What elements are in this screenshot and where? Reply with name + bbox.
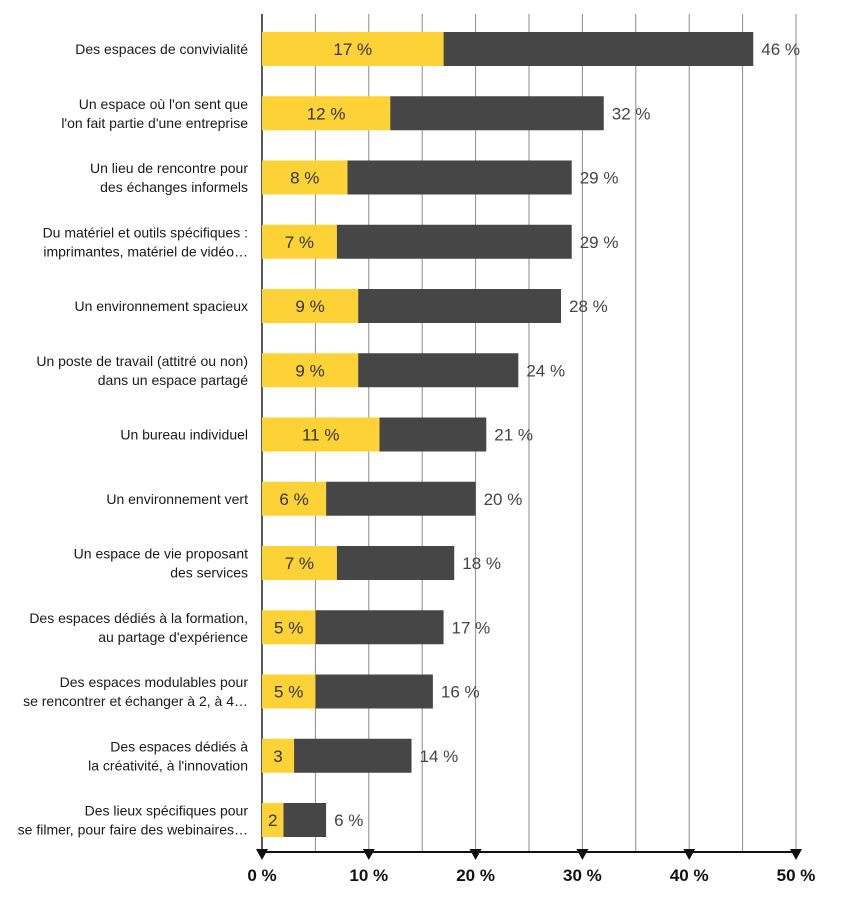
bar-inner-label: 8 %	[290, 169, 319, 188]
bar-segment-yellow	[262, 32, 444, 66]
bar-inner-label: 9 %	[295, 361, 324, 380]
bar-inner-label: 5 %	[274, 618, 303, 637]
bar-total	[379, 417, 487, 452]
x-axis: 0 % 10 % 20 % 30 % 40 % 50 %	[247, 849, 815, 885]
category-label: Un environnement spacieux	[74, 298, 248, 314]
bar-total-label: 14 %	[420, 747, 459, 766]
bar-total	[336, 546, 455, 580]
x-tick-label: 40 %	[670, 866, 709, 885]
bar-total	[358, 353, 519, 388]
bar-segment-yellow	[262, 674, 316, 709]
bar-total-label: 28 %	[569, 297, 608, 316]
bar-inner-label: 3	[273, 747, 282, 766]
bar-total	[336, 224, 572, 259]
bar-total-label: 29 %	[580, 169, 619, 188]
bar-total-label: 20 %	[484, 490, 523, 509]
category-label: Un poste de travail (attitré ou non) dans…	[36, 353, 248, 388]
bar-total	[390, 96, 604, 131]
category-label: Des espaces modulables pour se rencontrer…	[23, 674, 248, 709]
bar-segment-yellow	[262, 224, 337, 259]
bar-total-label: 21 %	[494, 426, 533, 445]
bar-segment-yellow	[262, 160, 348, 195]
bar-total	[326, 481, 476, 516]
category-label: Des espaces dédiés à la créativité, à l'i…	[88, 738, 248, 773]
bar-inner-label: 12 %	[307, 104, 346, 123]
bar-total-label: 17 %	[452, 618, 491, 637]
bar-total	[315, 610, 444, 645]
bar-inner-label: 6 %	[279, 490, 308, 509]
bar-total	[358, 289, 562, 323]
category-label: Un environnement vert	[106, 491, 248, 507]
bar-segment-yellow	[262, 546, 337, 580]
bar-total-label: 6 %	[334, 811, 363, 830]
category-label: Du matériel et outils spécifiques : impri…	[43, 224, 248, 259]
category-label: Des espaces dédiés à la formation, au par…	[29, 610, 248, 645]
x-tick-label: 30 %	[563, 866, 602, 885]
category-label: Un lieu de rencontre pour des échanges in…	[90, 160, 248, 195]
x-tick-label: 0 %	[247, 866, 276, 885]
category-labels: Des espaces de convivialité Un espace où …	[18, 41, 249, 838]
bar-total-label: 24 %	[526, 361, 565, 380]
bar-total-label: 18 %	[462, 554, 501, 573]
category-label: Des lieux spécifiques pour se filmer, pou…	[18, 803, 249, 838]
x-tick-label: 50 %	[777, 866, 816, 885]
bar-segment-yellow	[262, 610, 316, 645]
bar-segment-yellow	[262, 353, 359, 388]
bar-segment-yellow	[262, 481, 327, 516]
bar-inner-label: 7 %	[285, 233, 314, 252]
bar-segment-yellow	[262, 803, 284, 837]
bar-inner-label: 2	[268, 811, 277, 830]
bar-total-label: 32 %	[612, 104, 651, 123]
tick-marker	[576, 849, 589, 860]
category-label: Un espace de vie proposant des services	[74, 546, 248, 581]
bar-inner-label: 17 %	[333, 40, 372, 59]
bar-segment-yellow	[262, 96, 391, 131]
bar-total-label: 16 %	[441, 683, 480, 702]
bar-total	[443, 32, 754, 66]
bar-total-label: 46 %	[761, 40, 800, 59]
category-label: Un espace où l'on sent que l'on fait part…	[61, 96, 248, 131]
category-label: Des espaces de convivialité	[75, 41, 248, 57]
bar-total	[315, 674, 433, 709]
bar-total-label: 29 %	[580, 233, 619, 252]
bar-total	[283, 803, 327, 837]
tick-marker	[256, 849, 268, 860]
bar-total	[294, 738, 412, 773]
tick-marker	[790, 849, 802, 860]
bar-total	[347, 160, 572, 195]
bars: 17 % 46 % 12 % 32 % 8 % 29 % 7 % 29 % 9 % 28 % 9 %…	[262, 32, 800, 837]
bar-segment-yellow	[262, 417, 380, 452]
x-tick-label: 20 %	[456, 866, 495, 885]
bar-inner-label: 5 %	[274, 683, 303, 702]
tick-marker	[469, 849, 482, 860]
bar-segment-yellow	[262, 738, 295, 773]
tick-marker	[362, 849, 375, 860]
bar-inner-label: 7 %	[285, 554, 314, 573]
bar-inner-label: 11 %	[302, 426, 340, 445]
x-tick-label: 10 %	[349, 866, 388, 885]
bar-inner-label: 9 %	[295, 297, 324, 316]
category-label: Un bureau individuel	[120, 427, 248, 443]
bar-segment-yellow	[262, 289, 359, 323]
tick-marker	[683, 849, 696, 860]
